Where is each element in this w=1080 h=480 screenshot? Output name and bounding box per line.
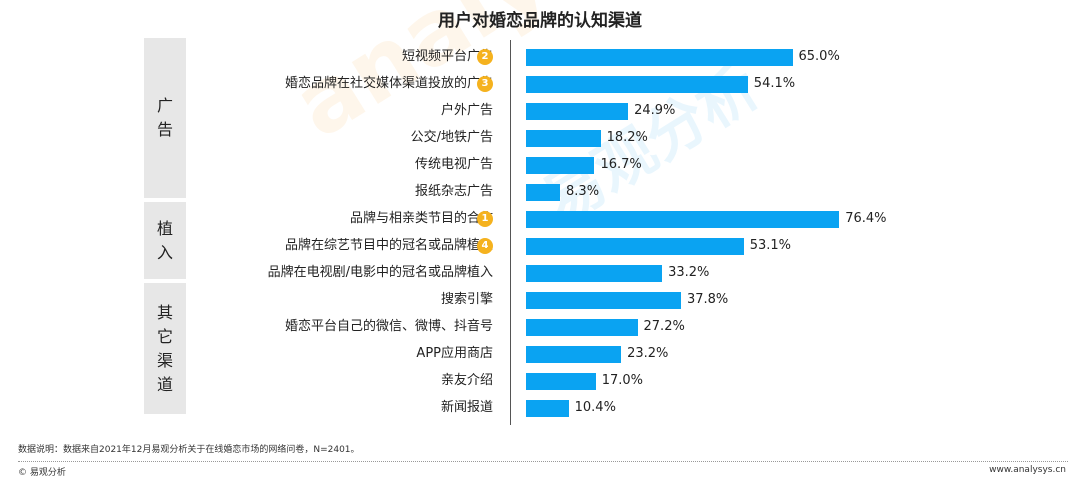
group-label: 植入	[156, 218, 173, 262]
value-label: 23.2%	[627, 346, 669, 361]
rank-badge: 1	[477, 211, 493, 227]
bar	[526, 291, 681, 309]
category-label: 品牌在电视剧/电影中的冠名或品牌植入	[267, 265, 493, 280]
bar	[526, 210, 840, 228]
bar	[526, 237, 744, 255]
category-label: 新闻报道	[440, 400, 493, 415]
category-label: 报纸杂志广告	[414, 184, 493, 199]
value-label: 53.1%	[749, 238, 792, 253]
category-label: 品牌与相亲类节目的合作	[349, 211, 493, 226]
bar	[526, 399, 569, 417]
bar	[526, 264, 663, 282]
category-label: 婚恋品牌在社交媒体渠道投放的广告	[284, 76, 493, 91]
value-label: 76.4%	[845, 211, 887, 226]
bar	[526, 75, 748, 93]
rank-badge: 4	[477, 238, 493, 254]
value-label: 10.4%	[574, 400, 616, 415]
category-label: 品牌在综艺节目中的冠名或品牌植入	[284, 238, 493, 253]
bar	[526, 102, 629, 120]
value-label: 8.3%	[566, 184, 600, 199]
chart-title: 用户对婚恋品牌的认知渠道	[438, 11, 642, 31]
value-label: 54.1%	[753, 76, 796, 91]
group-label: 其它渠道	[156, 302, 173, 394]
bar	[526, 318, 638, 336]
brand-copyright: © 易观分析	[18, 468, 66, 478]
category-label: APP应用商店	[416, 346, 493, 361]
group-box: 其它渠道	[144, 283, 186, 414]
category-label: 搜索引擎	[440, 292, 493, 307]
category-label: 亲友介绍	[440, 373, 493, 388]
category-label: 户外广告	[440, 103, 493, 118]
bar	[526, 156, 595, 174]
bar	[526, 372, 596, 390]
category-label: 传统电视广告	[414, 157, 493, 172]
rank-badge: 2	[477, 49, 493, 65]
data-note: 数据说明：数据来自2021年12月易观分析关于在线婚恋市场的网络问卷，N=240…	[18, 445, 360, 455]
group-box: 植入	[144, 202, 186, 279]
value-label: 27.2%	[643, 319, 685, 334]
value-label: 33.2%	[668, 265, 710, 280]
site-url: www.analysys.cn	[989, 465, 1066, 475]
value-label: 16.7%	[600, 157, 642, 172]
footer-divider	[18, 461, 1068, 462]
bar	[526, 345, 622, 363]
category-label: 短视频平台广告	[401, 49, 493, 64]
value-label: 17.0%	[601, 373, 643, 388]
bar	[526, 129, 601, 147]
bar	[526, 48, 793, 66]
value-label: 65.0%	[798, 49, 840, 64]
group-box: 广告	[144, 38, 186, 198]
category-label: 公交/地铁广告	[410, 130, 493, 145]
y-axis-line	[510, 40, 511, 425]
value-label: 24.9%	[634, 103, 676, 118]
rank-badge: 3	[477, 76, 493, 92]
category-label: 婚恋平台自己的微信、微博、抖音号	[284, 319, 493, 334]
bar	[526, 183, 561, 201]
value-label: 18.2%	[606, 130, 648, 145]
value-label: 37.8%	[686, 292, 729, 307]
group-label: 广告	[156, 96, 173, 139]
